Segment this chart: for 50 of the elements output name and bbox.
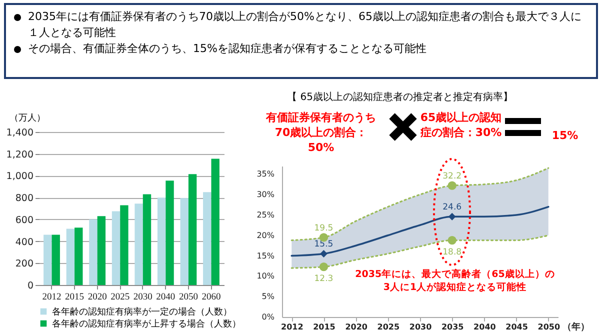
y-tick-label: 35%: [256, 170, 275, 179]
x-tick-label: 2025: [110, 292, 130, 302]
chart-title: 【 65歳以上の認知症患者の推定者と推定有病率】: [286, 90, 514, 104]
y-tick-label: 800: [15, 193, 34, 204]
x-tick-label: 2035: [441, 322, 464, 332]
y-tick-label: 1,200: [6, 149, 34, 160]
y-tick-label: 20%: [256, 230, 275, 240]
x-tick-label: 2012: [280, 322, 304, 332]
data-label: 32.2: [442, 172, 462, 182]
x-tick-label: 2030: [409, 322, 432, 332]
legend-label: 各年齢の認知症有病率が上昇する場合（人数）: [52, 318, 241, 330]
text: 2035年には有価証券保有者のうち70歳以上の割合が50%となり、65歳以上の認知症患者の割合も最大で３人に１人となる可能性: [12, 9, 590, 41]
y-tick-label: 200: [15, 258, 34, 270]
y-tick-label: 10%: [256, 272, 275, 281]
y-tick-label: 600: [15, 214, 34, 226]
x-tick-label: 2050: [178, 292, 198, 302]
text: 65歳以上の認知症の割合：30%: [419, 110, 503, 140]
x-tick-label: 2040: [474, 322, 496, 332]
x-tick-label: 2030: [133, 292, 153, 302]
data-label: 19.5: [314, 223, 334, 234]
x-tick-label: 2012: [42, 292, 62, 302]
y-tick-label: 400: [15, 236, 34, 248]
y-tick-label: 0: [27, 280, 34, 292]
x-tick-label: 2060: [202, 292, 221, 302]
y-tick-label: 0%: [262, 312, 275, 322]
y-tick-label: 1,000: [6, 171, 34, 182]
y-tick-label: 1,400: [6, 128, 34, 138]
annotation: 2035年には、最大で高齢者（65歳以上）の3人に1人が認知症となる可能性: [354, 268, 556, 294]
x-tick-label: 2015: [313, 322, 336, 332]
y-axis-title: （万人）: [10, 112, 46, 124]
data-label: 18.8: [442, 247, 462, 258]
y-tick-label: 15%: [256, 251, 275, 260]
x-tick-label: 2040: [156, 292, 176, 302]
y-tick-label: 5%: [262, 292, 275, 302]
text: その場合、有価証券全体のうち、15%を認知症患者が保有することとなる可能性: [12, 41, 590, 57]
text: 有価証券保有者のうち70歳以上の割合：50%: [264, 110, 377, 155]
y-tick-label: 25%: [256, 210, 275, 220]
data-label: 12.3: [314, 274, 334, 284]
text: 15%: [550, 128, 580, 143]
x-tick-label: 2020: [88, 292, 108, 302]
y-tick-label: 30%: [256, 190, 275, 200]
x-tick-label: 2015: [65, 292, 84, 302]
x-tick-label: 2045: [506, 322, 528, 332]
data-label: 15.5: [314, 240, 334, 250]
legend-label: 各年齢の認知症有病率が一定の場合（人数）: [52, 306, 232, 318]
x-axis-title: （年）: [562, 322, 590, 332]
x-tick-label: 2025: [377, 322, 400, 332]
x-tick-label: 2020: [345, 322, 368, 332]
x-tick-label: 2050: [538, 322, 560, 332]
data-label: 24.6: [442, 202, 462, 213]
